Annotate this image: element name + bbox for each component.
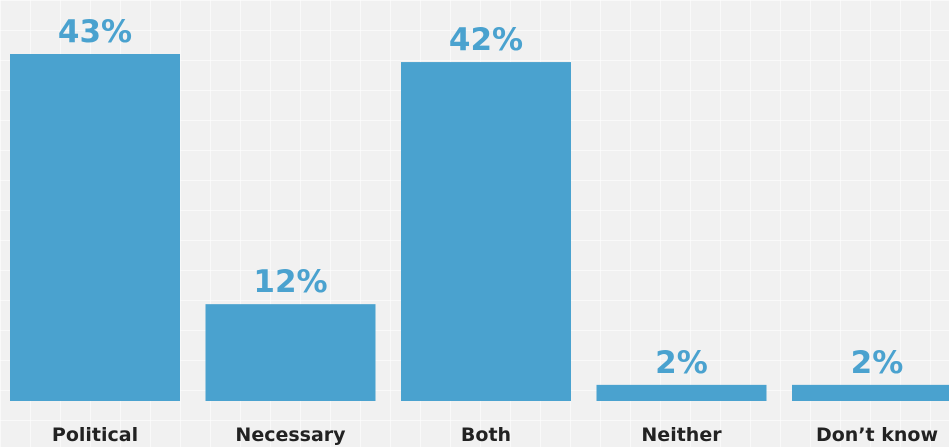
bar-political [10,54,180,401]
bar-both [401,62,571,402]
value-label-neither: 2% [655,345,708,381]
category-label-don-t-know: Don’t know [816,424,938,446]
category-label-both: Both [461,424,511,446]
value-label-necessary: 12% [253,264,327,300]
bar-necessary [205,304,376,401]
value-label-political: 43% [58,14,132,50]
value-labels: 43% 12% 42% 2% 2% [58,14,903,381]
category-label-political: Political [52,424,138,446]
category-labels: Political Necessary Both Neither Don’t know [52,424,938,446]
bar-don-t-know [792,384,949,401]
bars [10,54,949,402]
category-label-neither: Neither [641,424,722,446]
value-label-don-t-know: 2% [851,345,904,381]
bar-neither [596,384,767,401]
value-label-both: 42% [449,22,523,58]
category-label-necessary: Necessary [235,424,346,446]
